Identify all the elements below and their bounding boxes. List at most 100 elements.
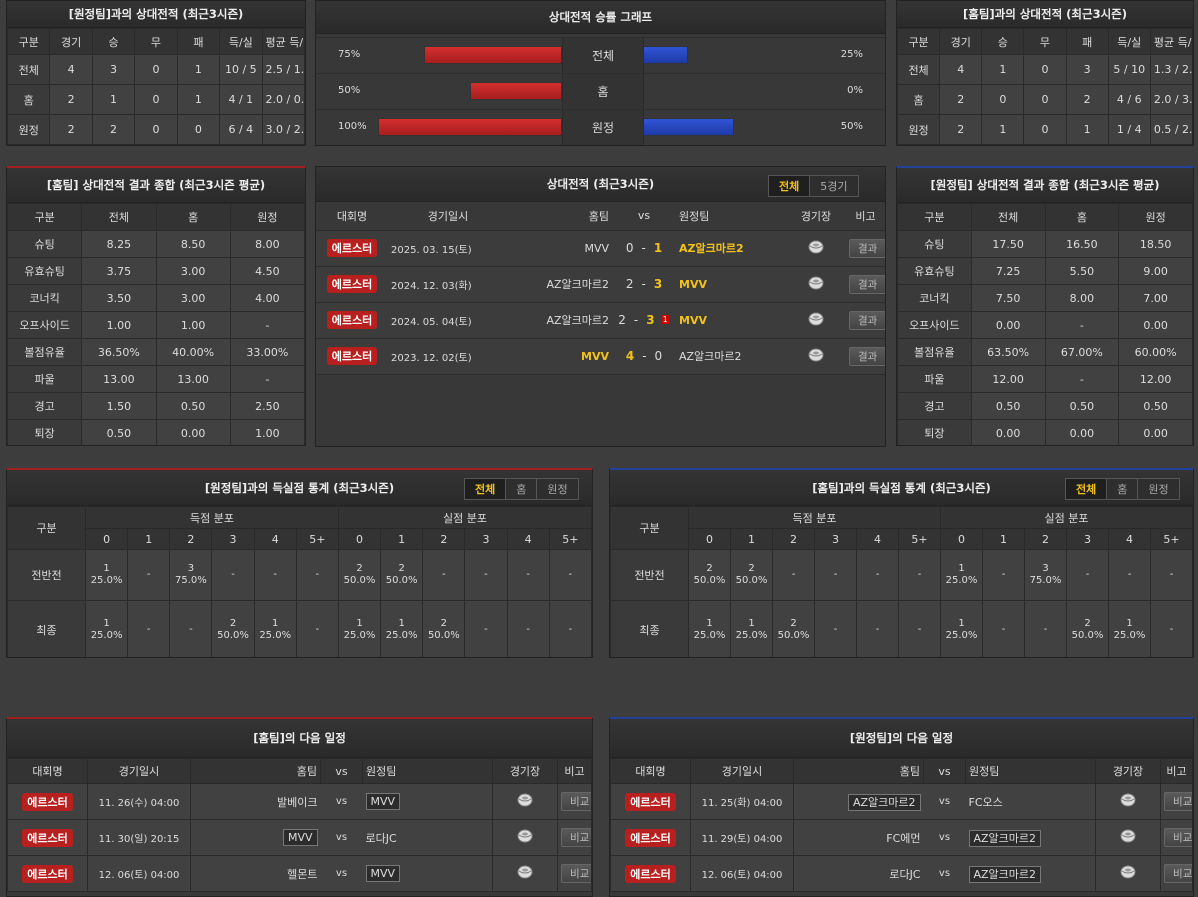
stat-cell: 0.00	[1044, 419, 1120, 445]
result-button[interactable]: 결과	[849, 238, 885, 258]
away-team: MVV	[676, 265, 786, 303]
goal-cell: -	[127, 600, 171, 657]
away-cell: AZ알크마르2	[965, 855, 1096, 892]
league-cell: 에르스터	[610, 783, 691, 820]
goal-cell: 1 25.0%	[1108, 600, 1151, 657]
tab-group: 전체 홈 원정	[1065, 478, 1180, 500]
venue-icon	[808, 348, 824, 361]
column-header: 홈팀	[508, 202, 612, 230]
goal-cell: -	[169, 600, 213, 657]
stat-cell: 4 / 6	[1107, 84, 1151, 115]
column-header: 경기장	[492, 758, 558, 784]
bucket-header: 2	[1024, 528, 1067, 550]
vs-label: vs	[320, 819, 363, 856]
goal-count: 1	[272, 617, 279, 629]
tab[interactable]: 전체	[465, 479, 506, 499]
note-cell: 비교	[557, 855, 592, 892]
panel-title: [원정팀] 상대전적 결과 종합 (최근3시즌 평균)	[897, 168, 1193, 203]
column-header: 비고	[846, 202, 885, 230]
goal-count: 1	[706, 617, 713, 629]
compare-button[interactable]: 비교	[1164, 828, 1192, 847]
header-row: 구분 전체 홈 원정	[7, 203, 305, 231]
note-cell: 비교	[1160, 819, 1193, 856]
goal-percent: 25.0%	[259, 629, 292, 641]
stat-cell: 1.00	[155, 311, 231, 339]
league-badge: 에르스터	[22, 828, 73, 847]
home-score: 4	[625, 349, 635, 363]
stat-cell: 4.50	[229, 257, 305, 285]
stat-cell: 2.0 / 0.5	[261, 84, 305, 115]
row-label: 파울	[7, 365, 83, 393]
row-label: 전반전	[610, 549, 689, 601]
goal-table: 구분 득점 분포 실점 분포 0 1 2 3 4 5+ 0 1 2 3 4 5+ 전반전 1 25.0% -3 75.…	[7, 506, 592, 657]
tab[interactable]: 원정	[1137, 479, 1178, 499]
stat-cell: 0.00	[970, 419, 1046, 445]
stat-cell: 2.50	[229, 392, 305, 420]
goal-count: 2	[1084, 617, 1091, 629]
league-cell: 에르스터	[7, 783, 88, 820]
away-cell: 로다JC	[362, 819, 493, 856]
panel: [홈팀]과의 득실점 통계 (최근3시즌) 전체 홈 원정 구분 득점 분포 실점 분포 0 1…	[609, 468, 1194, 658]
league-badge: 에르스터	[326, 347, 378, 365]
venue-cell	[492, 819, 558, 856]
goal-count: 3	[1042, 563, 1049, 574]
goal-cell: -	[422, 549, 466, 601]
away-cell: AZ알크마르2	[965, 819, 1096, 856]
home-team: AZ알크마르2	[508, 301, 612, 339]
tab-group: 전체 5경기	[768, 175, 859, 197]
row-label: 코너킥	[7, 284, 83, 312]
stat-cell: 0.00	[1118, 419, 1193, 445]
schedule-row: 에르스터 11. 25(화) 04:00 AZ알크마르2 vs FC오스 비교	[610, 783, 1193, 820]
compare-button[interactable]: 비교	[1164, 864, 1192, 883]
away-team: MVV	[365, 865, 401, 882]
stat-cell: 0.50	[81, 419, 157, 445]
column-header: vs	[320, 758, 363, 784]
home-cell: FC에먼	[793, 819, 924, 856]
stat-cell: 4 / 1	[219, 84, 263, 115]
compare-button[interactable]: 비교	[1164, 792, 1192, 811]
result-button[interactable]: 결과	[849, 310, 885, 330]
tab[interactable]: 홈	[1106, 479, 1137, 499]
stat-cell: 1.00	[81, 311, 157, 339]
stat-cell: 60.00%	[1118, 338, 1193, 366]
home-rate-bar	[378, 118, 562, 136]
tab[interactable]: 원정	[536, 479, 577, 499]
goal-percent: 50.0%	[693, 575, 726, 586]
tab[interactable]: 5경기	[809, 176, 857, 196]
venue-icon	[1120, 793, 1136, 807]
goal-percent: 75.0%	[175, 575, 207, 586]
vs-label: vs	[320, 855, 363, 892]
tab[interactable]: 전체	[769, 176, 810, 196]
goal-empty: -	[526, 623, 530, 635]
goal-percent: 50.0%	[217, 629, 249, 641]
away-score: 0	[654, 349, 663, 363]
result-button[interactable]: 결과	[849, 346, 885, 366]
bucket-header: 2	[169, 528, 213, 550]
compare-button[interactable]: 비교	[561, 792, 591, 811]
tab[interactable]: 홈	[505, 479, 536, 499]
stat-cell: 0.50	[970, 392, 1046, 420]
header-row: 대회명 경기일시 홈팀 vs 원정팀 경기장 비고	[316, 202, 885, 230]
result-button[interactable]: 결과	[849, 274, 885, 294]
match-date: 11. 25(화) 04:00	[690, 783, 794, 820]
away-score: 3	[653, 277, 663, 291]
header-row: 0 1 2 3 4 5+ 0 1 2 3 4 5+	[8, 528, 592, 550]
compare-button[interactable]: 비교	[561, 864, 591, 883]
column-header: 무	[1023, 28, 1067, 55]
compare-button[interactable]: 비교	[561, 828, 591, 847]
tab[interactable]: 전체	[1066, 479, 1107, 499]
match-date: 12. 06(토) 04:00	[690, 855, 794, 892]
goal-cell: 1 25.0%	[84, 600, 129, 657]
stat-cell: 8.50	[155, 230, 231, 258]
goal-cell: 1 25.0%	[253, 600, 297, 657]
note-cell: 결과	[846, 301, 885, 339]
goal-cell: -	[814, 549, 857, 601]
stat-cell: 3.00	[155, 284, 231, 312]
row-header: 구분	[610, 506, 689, 550]
stat-cell: 13.00	[81, 365, 157, 393]
